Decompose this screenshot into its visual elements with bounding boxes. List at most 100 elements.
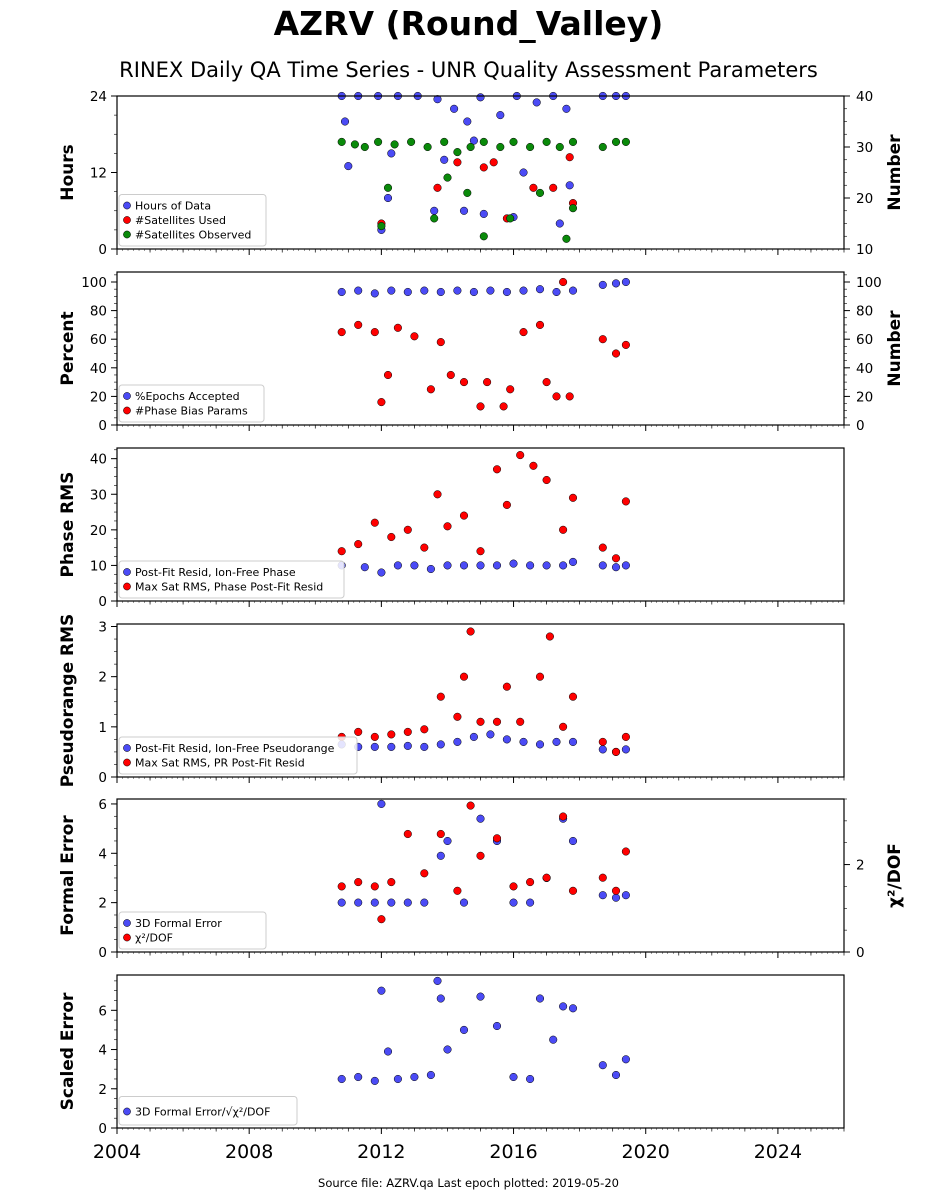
data-point-p6-s1-11: [459, 1025, 469, 1034]
data-point-p2-s2-1: [354, 320, 363, 329]
data-point-p4-s2-15: [545, 632, 554, 641]
y2-tick-label: 20: [856, 191, 873, 207]
data-point-p6-s1-5: [393, 1074, 402, 1084]
data-point-p6-s1-7: [426, 1070, 435, 1080]
data-point-p3-s1-6: [443, 561, 452, 570]
data-point-p1-s3-24: [535, 188, 545, 197]
data-point-p3-s1-3: [393, 561, 402, 570]
data-point-p1-s3-22: [479, 232, 488, 241]
y-tick-label: 0: [98, 418, 107, 434]
data-point-p2-s2-19: [559, 277, 568, 287]
data-point-p1-s1-13: [562, 104, 571, 113]
y-tick-label: 0: [98, 945, 107, 961]
data-point-p5-s2-12: [509, 882, 518, 891]
data-point-p6-s1-19: [568, 1004, 578, 1013]
chart-panel-3: 0 10 20 30 40 Phase RMS Post-Fit Resid, Ion-Fr…: [58, 447, 845, 610]
data-point-p1-s2-5: [529, 183, 538, 192]
data-point-p3-s2-11: [502, 500, 511, 509]
data-point-p4-s2-6: [436, 692, 445, 701]
data-point-p1-s3-18: [383, 183, 393, 192]
legend-box: [118, 1096, 298, 1126]
y-tick-label: 100: [81, 275, 107, 291]
y-tick-label: 2: [98, 1082, 107, 1098]
data-point-p4-s1-2: [370, 742, 379, 751]
data-point-p5-s1-3: [377, 799, 386, 808]
legend-label: #Phase Bias Params: [135, 405, 248, 418]
legend: Hours of Data#Satellites Used #Satellites…: [118, 194, 267, 247]
data-point-p5-s1-8: [443, 836, 452, 846]
data-point-p1-s1-18: [479, 209, 488, 218]
data-point-p1-s1-15: [383, 193, 393, 203]
data-point-p5-s2-6: [420, 869, 429, 878]
data-point-p1-s3-10: [479, 137, 488, 146]
data-point-p2-s2-8: [436, 338, 445, 347]
data-point-p3-s2-18: [611, 554, 621, 563]
data-point-p6-s1-6: [410, 1072, 419, 1082]
data-point-p3-s1-5: [426, 564, 435, 574]
data-point-p6-s1-16: [535, 994, 545, 1003]
y2-tick-label: 20: [856, 389, 873, 405]
data-point-p3-s1-8: [476, 561, 485, 570]
legend: 3D Formal Error χ²/DOF: [118, 911, 267, 950]
data-point-p5-s2-17: [598, 873, 607, 882]
data-point-p2-s2-3: [377, 398, 386, 407]
data-point-p3-s1-10: [509, 559, 518, 568]
data-point-p4-s1-3: [387, 742, 396, 751]
legend-marker: [123, 392, 131, 400]
data-point-p2-s1-8: [469, 287, 478, 297]
x-tick-label: 2024: [754, 1141, 802, 1163]
data-point-p5-s2-19: [621, 847, 630, 856]
data-point-p3-s2-16: [568, 493, 578, 502]
data-point-p3-s2-17: [598, 543, 607, 552]
data-point-p5-s2-10: [476, 851, 485, 860]
data-point-p2-s1-3: [387, 286, 396, 295]
data-point-p5-s2-8: [453, 886, 462, 895]
data-point-p4-s2-16: [559, 722, 568, 731]
data-point-p1-s1-22: [387, 149, 396, 158]
y2-tick-label: 30: [856, 140, 873, 156]
data-point-p2-s2-10: [459, 378, 469, 387]
legend-marker: [123, 933, 131, 942]
data-point-p5-s2-3: [377, 915, 386, 924]
data-point-p1-s1-11: [532, 98, 541, 107]
legend: 3D Formal Error/√χ²/DOF: [118, 1096, 298, 1126]
data-point-p6-s1-22: [621, 1055, 630, 1064]
data-point-p5-s2-2: [370, 882, 379, 891]
data-point-p3-s2-9: [476, 547, 485, 556]
data-point-p2-s2-17: [542, 378, 551, 387]
legend-marker: [123, 1107, 131, 1116]
data-point-p2-s2-16: [535, 320, 545, 329]
data-point-p4-s2-2: [370, 732, 379, 741]
data-point-p6-s1-1: [354, 1072, 363, 1082]
data-point-p2-s1-1: [354, 286, 363, 295]
data-point-p1-s3-25: [562, 234, 571, 243]
data-point-p3-s1-11: [526, 561, 535, 570]
data-point-p4-s2-13: [516, 717, 525, 726]
data-point-p3-s2-0: [337, 547, 346, 556]
data-point-p2-s1-0: [337, 287, 346, 297]
data-point-p2-s1-17: [621, 277, 630, 287]
data-point-p3-s1-2: [377, 568, 386, 577]
data-point-p4-s1-11: [519, 737, 528, 746]
y-tick-label: 1: [98, 720, 107, 736]
legend-marker: [123, 582, 131, 591]
data-point-p3-s1-1: [360, 563, 369, 572]
data-point-p3-s1-7: [459, 561, 469, 570]
legend-label: Post-Fit Resid, Ion-Free Phase: [135, 566, 296, 579]
data-point-p2-s1-10: [502, 287, 511, 297]
legend-marker: [123, 568, 131, 576]
y2-tick-label: 40: [856, 89, 873, 105]
data-point-p1-s3-1: [350, 140, 359, 149]
data-point-p4-s2-1: [354, 727, 363, 736]
y2-tick-label: 0: [856, 418, 865, 434]
data-point-p1-s3-7: [440, 137, 449, 146]
data-point-p1-s2-2: [453, 158, 462, 167]
data-point-p6-s1-4: [383, 1047, 393, 1056]
data-point-p1-s3-23: [506, 214, 515, 223]
x-tick-label: 2016: [489, 1141, 537, 1163]
data-point-p6-s1-3: [377, 986, 386, 995]
data-point-p4-s2-19: [611, 747, 621, 756]
y-tick-label: 0: [98, 1121, 107, 1137]
data-point-p3-s2-7: [443, 522, 452, 531]
data-point-p6-s1-12: [476, 992, 485, 1001]
